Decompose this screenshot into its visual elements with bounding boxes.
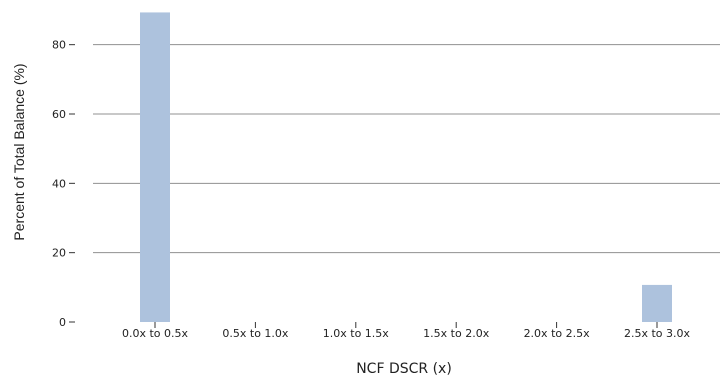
x-tick-label: 2.5x to 3.0x xyxy=(624,327,691,340)
gridlines xyxy=(93,44,720,254)
y-axis-title: Percent of Total Balance (%) xyxy=(11,63,27,240)
x-tick-label: 1.0x to 1.5x xyxy=(323,327,390,340)
bar xyxy=(642,284,672,322)
x-tick-label: 0.0x to 0.5x xyxy=(122,327,189,340)
y-tick-label: 80 xyxy=(52,39,66,52)
y-tick-label: 40 xyxy=(52,177,66,190)
y-tick-label: 60 xyxy=(52,108,66,121)
bar xyxy=(140,12,170,322)
y-tick-label: 20 xyxy=(52,247,66,260)
y-tick-label: 0 xyxy=(59,316,66,329)
bars xyxy=(140,12,672,322)
x-tick-label: 2.0x to 2.5x xyxy=(524,327,591,340)
x-tick-label: 0.5x to 1.0x xyxy=(222,327,289,340)
y-axis-ticks: 0 20 40 60 80 xyxy=(52,39,75,329)
x-axis-ticks: 0.0x to 0.5x 0.5x to 1.0x 1.0x to 1.5x 1.5x… xyxy=(122,322,691,340)
x-tick-label: 1.5x to 2.0x xyxy=(423,327,490,340)
x-axis-title: NCF DSCR (x) xyxy=(356,361,452,377)
